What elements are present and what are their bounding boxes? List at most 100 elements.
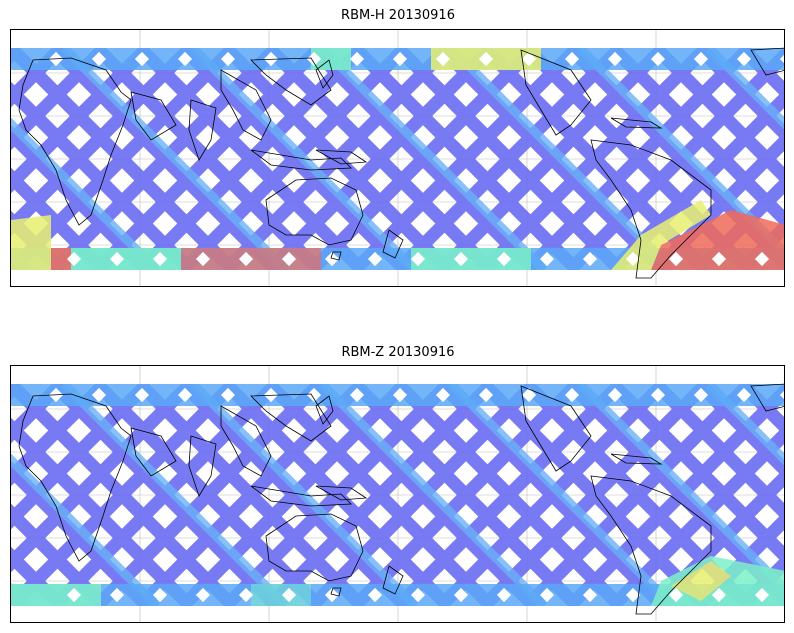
southern-ocean-anomaly [71, 248, 181, 270]
gap-mark [564, 51, 580, 67]
swath-track [608, 425, 784, 606]
gap-mark [91, 387, 107, 403]
gap-mark [736, 387, 752, 403]
gap-mark [711, 587, 727, 603]
gap-mark [625, 251, 641, 267]
caribbean-coastline [610, 117, 663, 129]
greenland-coastline [750, 383, 784, 412]
swath-track [436, 384, 668, 606]
gap-mark [349, 387, 365, 403]
north-america-coastline [520, 385, 592, 472]
swath-track [705, 48, 784, 130]
arabia-coastline [130, 91, 177, 141]
south-atlantic-anomaly [611, 200, 711, 270]
gap-mark [693, 51, 709, 67]
gap-mark [478, 387, 494, 403]
gap-mark [564, 387, 580, 403]
east-asia-coastline [250, 393, 332, 442]
gap-mark [650, 387, 666, 403]
anomaly-layer [11, 556, 784, 606]
south-america-coastline [590, 139, 712, 279]
gap-mark [66, 587, 82, 603]
indonesia-coastline [250, 485, 352, 507]
data-gaps [48, 387, 784, 603]
gap-mark [668, 251, 684, 267]
gap-mark [650, 51, 666, 67]
gap-mark [521, 387, 537, 403]
gap-mark [109, 587, 125, 603]
gap-mark [367, 251, 383, 267]
gap-mark [281, 251, 297, 267]
swath-track [318, 48, 548, 270]
gap-mark [435, 51, 451, 67]
map-rbm-h [10, 29, 785, 287]
swath-track [11, 384, 195, 573]
swath-track [350, 384, 582, 606]
gap-mark [779, 51, 784, 67]
swath-track [92, 384, 324, 606]
swath-track [737, 48, 784, 100]
southern-ocean-anomaly [11, 584, 101, 606]
map-canvas-rbm-h [11, 30, 784, 286]
swath-track [11, 384, 238, 606]
gap-mark [195, 587, 211, 603]
swath-track [705, 384, 784, 466]
swath-track [11, 384, 152, 530]
gap-mark [736, 51, 752, 67]
tasmania-coastline [330, 587, 342, 597]
gap-mark [152, 587, 168, 603]
swath-track [694, 48, 784, 143]
australia-coastline [265, 513, 364, 582]
gap-mark [392, 387, 408, 403]
map-gridlines [11, 30, 784, 286]
swath-track [178, 384, 410, 606]
swath-track [92, 48, 324, 270]
map-rbm-z [10, 365, 785, 623]
east-asia-coastline [250, 57, 332, 106]
gap-mark [582, 251, 598, 267]
swath-track [264, 384, 496, 606]
gap-mark [693, 387, 709, 403]
south-america-coastline [590, 475, 712, 615]
gap-mark [195, 251, 211, 267]
swath-track [479, 384, 711, 606]
swath-track [522, 48, 754, 270]
gap-mark [392, 51, 408, 67]
arabia-coastline [130, 427, 177, 477]
gap-mark [410, 587, 426, 603]
map-canvas-rbm-z [11, 366, 784, 622]
new-zealand-coastline [382, 229, 404, 259]
australia-coastline [265, 177, 364, 246]
swath-track [264, 48, 496, 270]
gap-mark [349, 51, 365, 67]
gap-mark [668, 587, 684, 603]
gap-mark [539, 251, 555, 267]
gap-mark [220, 387, 236, 403]
africa-coastline [18, 393, 132, 562]
southeast-asia-coastline [220, 405, 272, 477]
swath-track [565, 384, 784, 606]
coastlines [18, 47, 784, 279]
japan-coastline [315, 59, 334, 89]
swath-track [318, 384, 548, 606]
gap-mark [711, 251, 727, 267]
gap-mark [453, 251, 469, 267]
gap-mark [152, 251, 168, 267]
japan-coastline [315, 395, 334, 425]
tasmania-coastline [330, 251, 342, 261]
new-guinea-coastline [315, 485, 368, 501]
swath-track [393, 384, 625, 606]
southern-ocean-anomaly [251, 584, 311, 606]
new-zealand-coastline [382, 565, 404, 595]
swath-track [60, 384, 290, 606]
india-coastline [188, 99, 217, 161]
gap-mark [625, 587, 641, 603]
gap-mark [582, 587, 598, 603]
gap-mark [521, 51, 537, 67]
swath-track [694, 384, 784, 479]
south-atlantic-anomaly [671, 561, 731, 601]
gap-mark [177, 387, 193, 403]
swath-track [447, 48, 677, 270]
swath-track [221, 48, 453, 270]
swath-track [737, 384, 784, 436]
